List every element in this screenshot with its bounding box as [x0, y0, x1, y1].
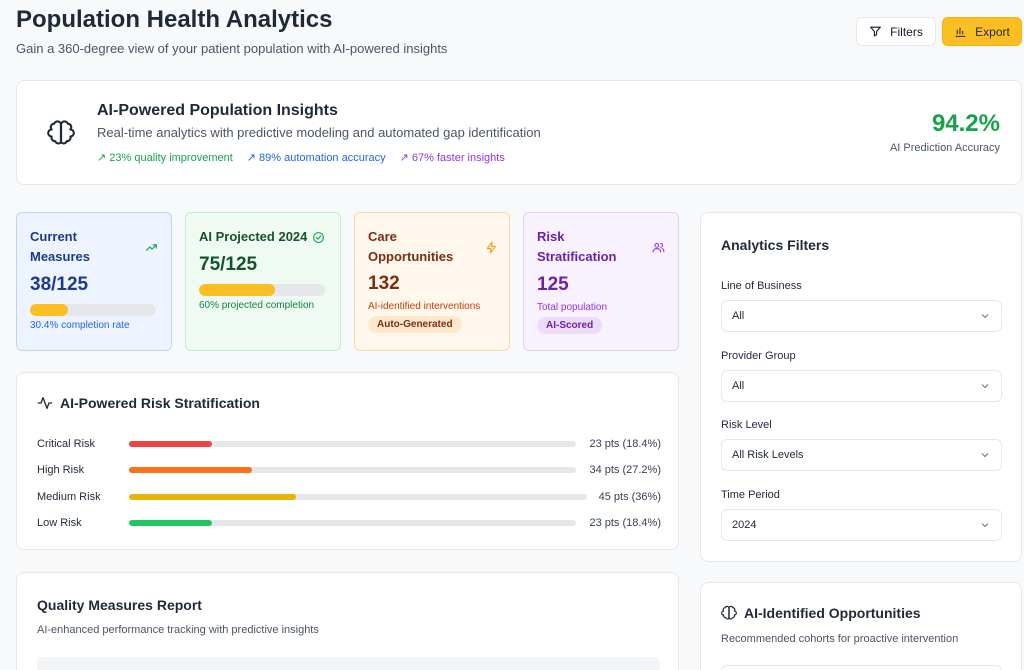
- automation-accuracy-tag: ↗ 89% automation accuracy: [246, 152, 386, 164]
- brain-icon: [47, 120, 75, 145]
- stat-value: 75/125: [199, 254, 258, 275]
- risk-row-low: Low Risk 23 pts (18.4%): [37, 515, 661, 531]
- ai-opportunities-panel: AI-Identified Opportunities Recommended …: [700, 582, 1022, 670]
- prediction-accuracy: 94.2% AI Prediction Accuracy: [890, 110, 1000, 154]
- ai-projected-card[interactable]: AI Projected 2024 75/125 60% projected c…: [185, 212, 341, 351]
- filters-button-label: Filters: [890, 24, 923, 39]
- opportunities-title: AI-Identified Opportunities: [744, 605, 921, 621]
- ai-scored-badge: AI-Scored: [537, 317, 603, 334]
- risk-label: Medium Risk: [37, 491, 101, 503]
- stat-note: 60% projected completion: [199, 300, 315, 311]
- page-subtitle: Gain a 360-degree view of your patient p…: [16, 41, 448, 56]
- risk-value: 23 pts (18.4%): [589, 517, 661, 529]
- quality-improvement-tag: ↗ 23% quality improvement: [97, 152, 233, 164]
- brain-icon: [721, 605, 737, 620]
- risk-label: High Risk: [37, 464, 85, 476]
- stat-value: 125: [537, 274, 569, 295]
- insights-description: Real-time analytics with predictive mode…: [97, 125, 541, 140]
- insights-title: AI-Powered Population Insights: [97, 102, 338, 119]
- quality-measures-report: Quality Measures Report AI-enhanced perf…: [16, 572, 679, 670]
- current-measures-card[interactable]: Current Measures 38/125 30.4% completion…: [16, 212, 172, 351]
- quality-report-title: Quality Measures Report: [37, 597, 202, 613]
- risk-stratification-panel: AI-Powered Risk Stratification Critical …: [16, 372, 679, 550]
- chevron-down-icon: [981, 523, 989, 528]
- provider-group-select[interactable]: All: [721, 370, 1002, 402]
- risk-row-high: High Risk 34 pts (27.2%): [37, 462, 661, 478]
- opportunities-list: [721, 665, 1002, 670]
- activity-icon: [37, 397, 53, 409]
- risk-row-critical: Critical Risk 23 pts (18.4%): [37, 436, 661, 452]
- opportunities-subtitle: Recommended cohorts for proactive interv…: [721, 633, 959, 645]
- accuracy-value: 94.2%: [931, 110, 1000, 137]
- risk-track: [129, 494, 587, 500]
- risk-row-medium: Medium Risk 45 pts (36%): [37, 489, 661, 505]
- risk-level-select[interactable]: All Risk Levels: [721, 439, 1002, 471]
- chevron-down-icon: [981, 314, 989, 319]
- provider-group-label: Provider Group: [721, 350, 796, 362]
- select-value: All Risk Levels: [732, 449, 804, 461]
- filters-button[interactable]: Filters: [856, 17, 936, 46]
- risk-track: [129, 520, 576, 526]
- stat-note: 30.4% completion rate: [30, 320, 130, 331]
- check-circle-icon: [313, 231, 325, 243]
- risk-label: Low Risk: [37, 517, 82, 529]
- stat-title: AI Projected 2024: [199, 229, 308, 244]
- risk-fill: [129, 467, 253, 473]
- stat-value: 38/125: [30, 274, 89, 295]
- progress-bar: [30, 304, 156, 316]
- risk-stratification-card[interactable]: Risk Stratification 125 Total population…: [523, 212, 679, 351]
- filter-icon: [870, 26, 882, 37]
- analytics-filters-panel: Analytics Filters Line of Business All P…: [700, 212, 1022, 562]
- stat-value: 132: [368, 273, 400, 294]
- risk-fill: [129, 441, 213, 447]
- zap-icon: [486, 241, 496, 253]
- stat-title: Care Opportunities: [368, 229, 454, 264]
- ai-insights-card: AI-Powered Population Insights Real-time…: [16, 80, 1022, 185]
- risk-level-label: Risk Level: [721, 419, 772, 431]
- export-button[interactable]: Export: [942, 17, 1022, 46]
- risk-value: 34 pts (27.2%): [589, 464, 661, 476]
- auto-generated-badge: Auto-Generated: [368, 316, 462, 333]
- insights-tags: ↗ 23% quality improvement ↗ 89% automati…: [97, 151, 505, 164]
- stat-title: Risk Stratification: [537, 229, 617, 264]
- risk-track: [129, 467, 576, 473]
- quality-report-content: [37, 657, 660, 670]
- accuracy-label: AI Prediction Accuracy: [889, 142, 1000, 154]
- care-opportunities-card[interactable]: Care Opportunities 132 AI-identified int…: [354, 212, 510, 351]
- users-icon: [652, 242, 665, 252]
- filters-title: Analytics Filters: [721, 237, 830, 253]
- chevron-down-icon: [981, 384, 989, 389]
- stat-note: Total population: [537, 302, 608, 313]
- stat-title: Current Measures: [30, 229, 90, 264]
- line-of-business-label: Line of Business: [721, 280, 802, 292]
- risk-fill: [129, 520, 213, 526]
- stat-note: AI-identified interventions: [368, 301, 481, 312]
- trending-up-icon: [146, 243, 157, 251]
- page-title: Population Health Analytics: [16, 6, 333, 33]
- progress-fill: [30, 304, 69, 316]
- line-of-business-select[interactable]: All: [721, 300, 1002, 332]
- chevron-down-icon: [981, 453, 989, 458]
- risk-value: 23 pts (18.4%): [589, 438, 661, 450]
- time-period-select[interactable]: 2024: [721, 509, 1002, 541]
- progress-fill: [199, 284, 275, 296]
- risk-label: Critical Risk: [37, 438, 96, 450]
- bar-chart-icon: [955, 27, 966, 37]
- progress-bar: [199, 284, 325, 296]
- select-value: 2024: [732, 519, 757, 531]
- risk-panel-title: AI-Powered Risk Stratification: [60, 395, 260, 411]
- risk-fill: [129, 494, 297, 500]
- time-period-label: Time Period: [721, 489, 780, 501]
- page-header: Population Health Analytics Gain a 360-d…: [16, 6, 447, 56]
- quality-report-subtitle: AI-enhanced performance tracking with pr…: [37, 624, 319, 636]
- risk-track: [129, 441, 576, 447]
- export-button-label: Export: [975, 24, 1010, 39]
- risk-value: 45 pts (36%): [598, 491, 661, 503]
- select-value: All: [732, 310, 745, 322]
- faster-insights-tag: ↗ 67% faster insights: [399, 152, 505, 164]
- select-value: All: [732, 380, 745, 392]
